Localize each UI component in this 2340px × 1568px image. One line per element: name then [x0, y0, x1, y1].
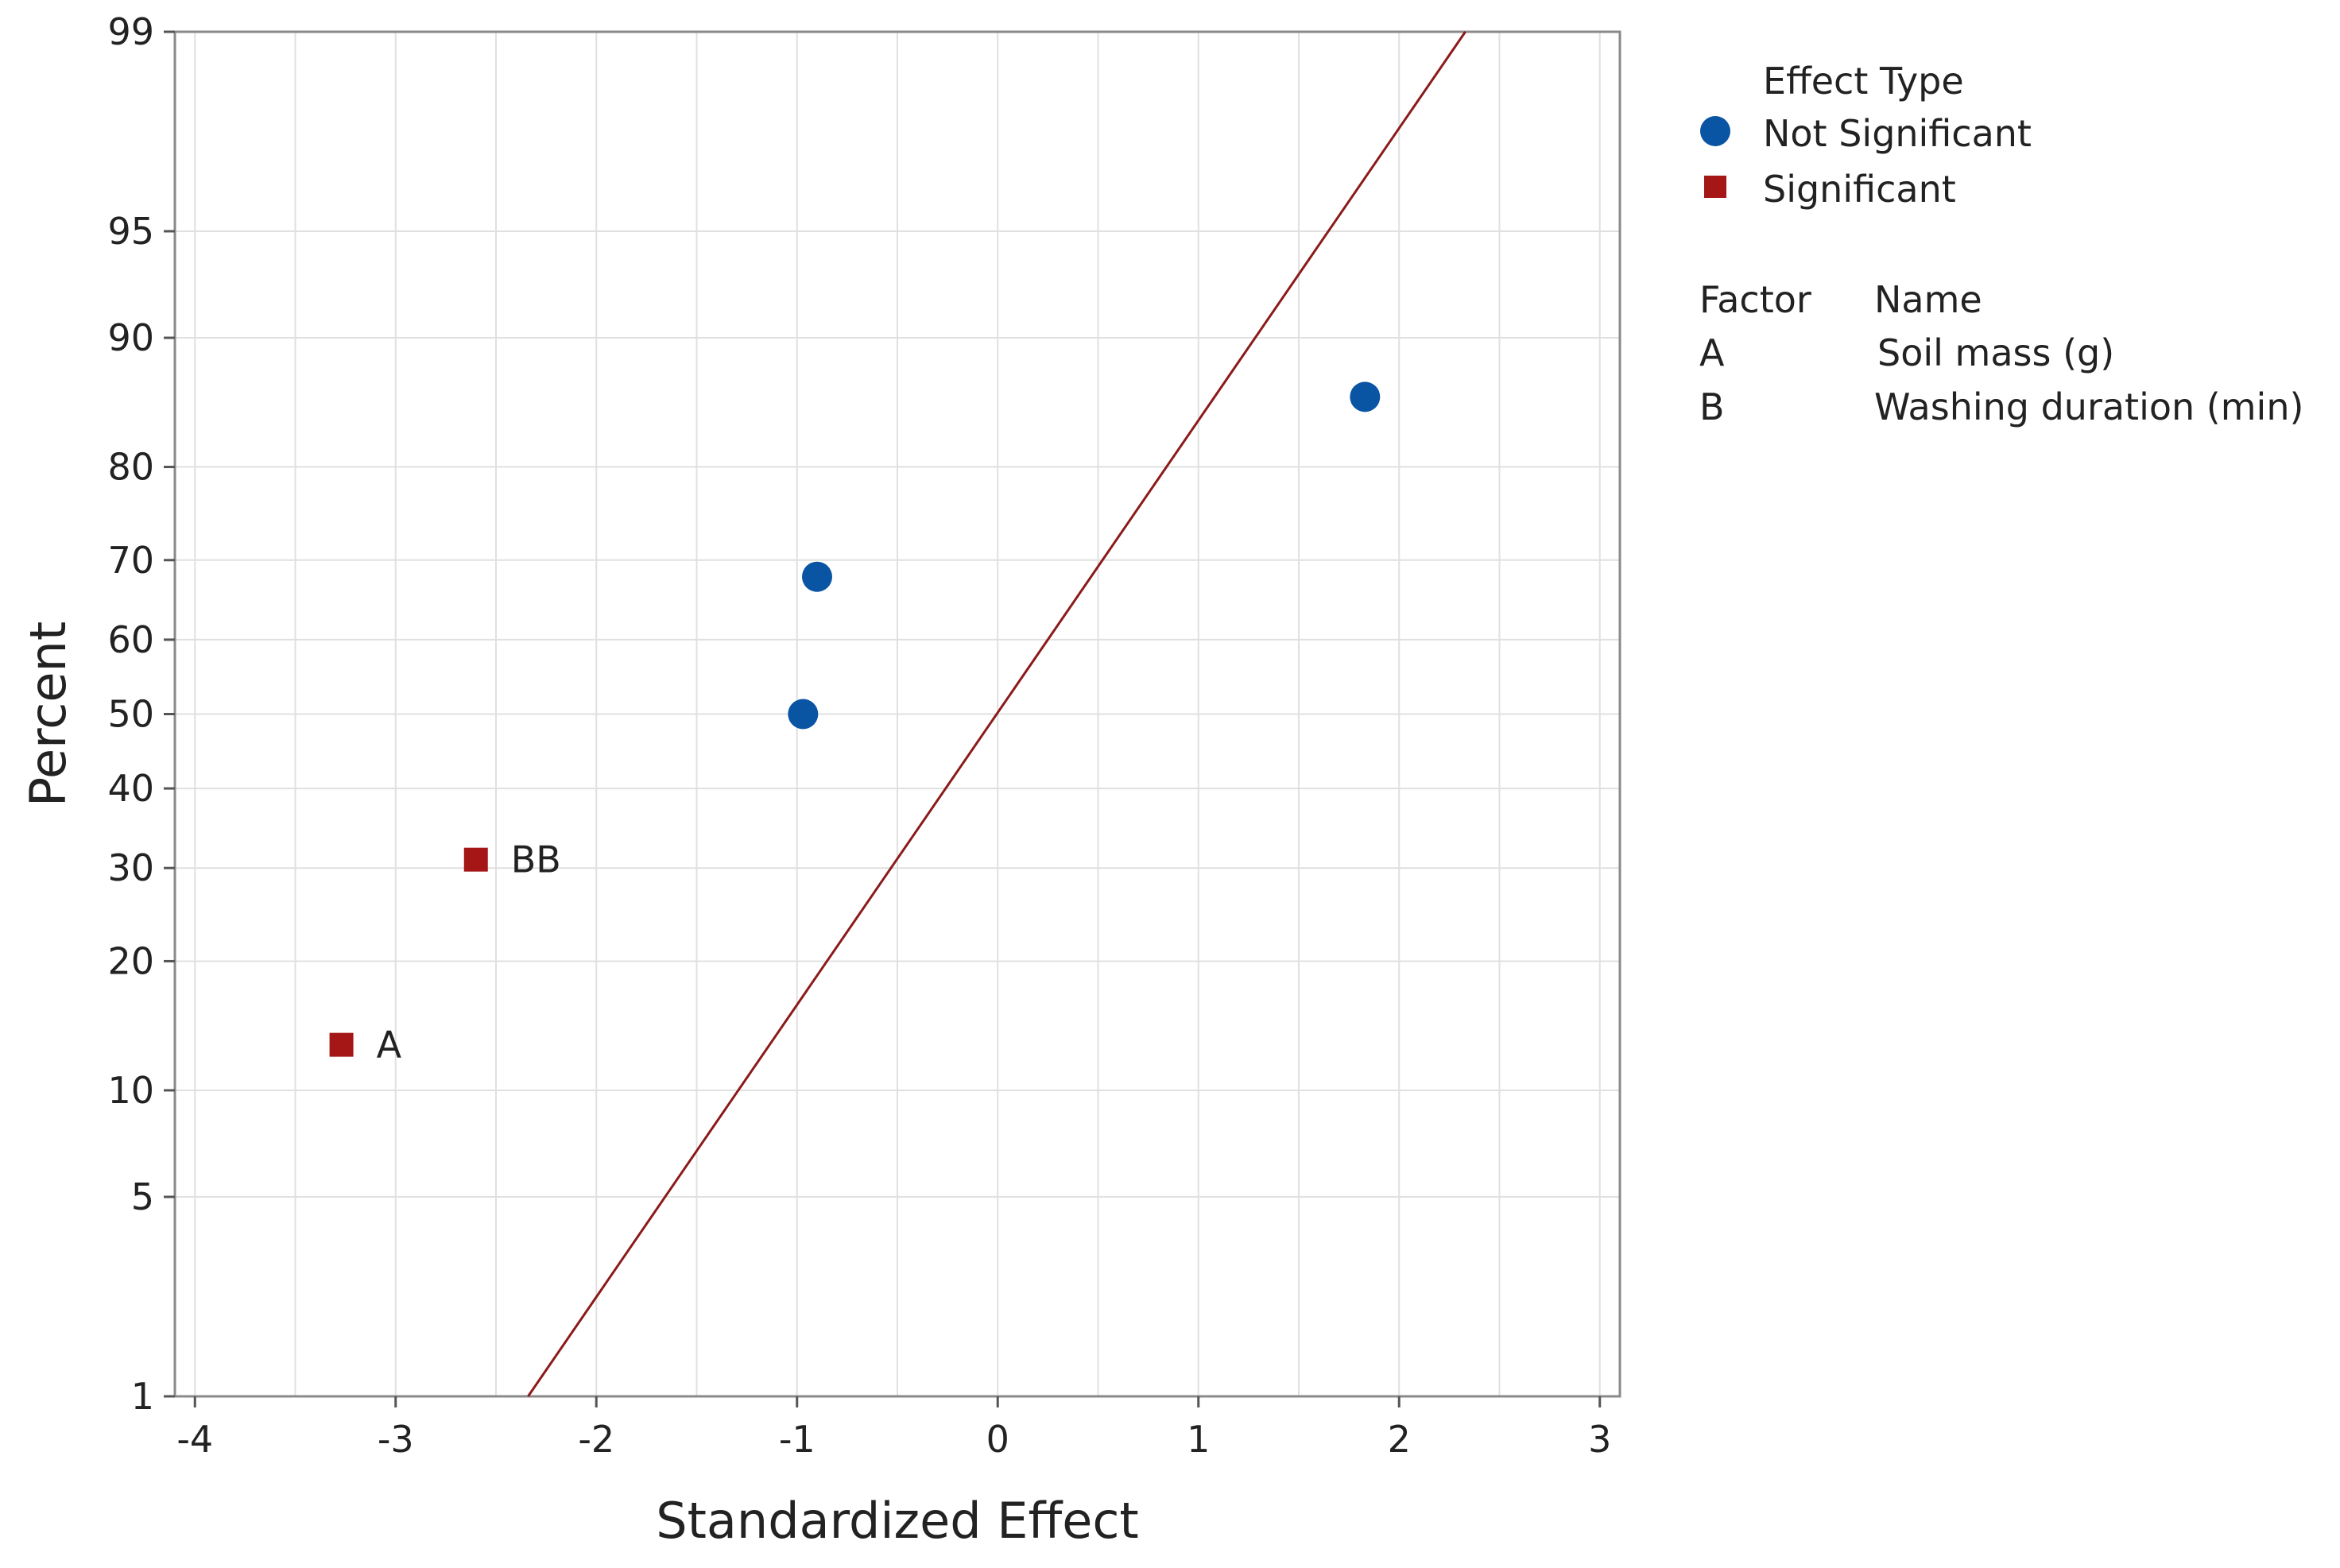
- point-significant: [329, 1032, 354, 1057]
- y-tick-label: 80: [107, 446, 154, 489]
- y-tick-label: 30: [107, 846, 154, 889]
- y-tick-label: 40: [107, 767, 154, 810]
- legend-factor-b: B: [1699, 385, 1725, 428]
- data-points: A BB: [329, 381, 1381, 1067]
- point-not-significant: [788, 699, 819, 730]
- x-tick-label: -2: [578, 1418, 614, 1461]
- point-not-significant: [1350, 381, 1381, 412]
- grid: [175, 31, 1620, 1397]
- y-tick-label: 5: [131, 1175, 154, 1218]
- legend-factor-header: Factor: [1699, 278, 1811, 321]
- y-tick-label: 90: [107, 316, 154, 359]
- y-axis: 1 5 10 20 30 40 50 60 70 80 90 95 99: [107, 10, 175, 1418]
- x-tick-label: -1: [779, 1418, 816, 1461]
- legend-square-marker: [1704, 176, 1726, 198]
- x-tick-label: -3: [378, 1418, 414, 1461]
- y-tick-label: 20: [107, 939, 154, 982]
- point-significant: [463, 847, 488, 872]
- x-tick-label: 2: [1388, 1418, 1411, 1461]
- y-tick-label: 95: [107, 210, 154, 253]
- legend-factor-a-name: Soil mass (g): [1877, 331, 2114, 374]
- legend-factor-b-name: Washing duration (min): [1874, 385, 2303, 428]
- y-tick-label: 70: [107, 539, 154, 582]
- y-axis-title: Percent: [19, 621, 77, 807]
- point-not-significant: [802, 561, 832, 592]
- y-tick-label: 1: [131, 1375, 154, 1418]
- point-label: BB: [511, 838, 561, 881]
- legend-title: Effect Type: [1763, 60, 1964, 103]
- x-tick-label: 0: [986, 1418, 1009, 1461]
- x-tick-label: 3: [1588, 1418, 1611, 1461]
- legend-name-header: Name: [1874, 278, 1982, 321]
- reference-line: [527, 31, 1466, 1397]
- point-label: A: [377, 1024, 402, 1067]
- legend-circle-marker: [1700, 116, 1730, 146]
- legend-entry-significant: Significant: [1763, 168, 1956, 211]
- x-axis: -4 -3 -2 -1 0 1 2 3: [176, 1396, 1611, 1461]
- y-tick-label: 50: [107, 693, 154, 736]
- legend-factor-a: A: [1699, 331, 1725, 374]
- y-tick-label: 99: [107, 10, 154, 53]
- y-tick-label: 60: [107, 618, 154, 661]
- x-tick-label: 1: [1187, 1418, 1210, 1461]
- legend: Effect Type Not Significant Significant …: [1699, 60, 2303, 428]
- y-tick-label: 10: [107, 1069, 154, 1112]
- legend-entry-not-significant: Not Significant: [1763, 112, 2032, 155]
- x-axis-title: Standardized Effect: [656, 1492, 1138, 1550]
- x-tick-label: -4: [176, 1418, 213, 1461]
